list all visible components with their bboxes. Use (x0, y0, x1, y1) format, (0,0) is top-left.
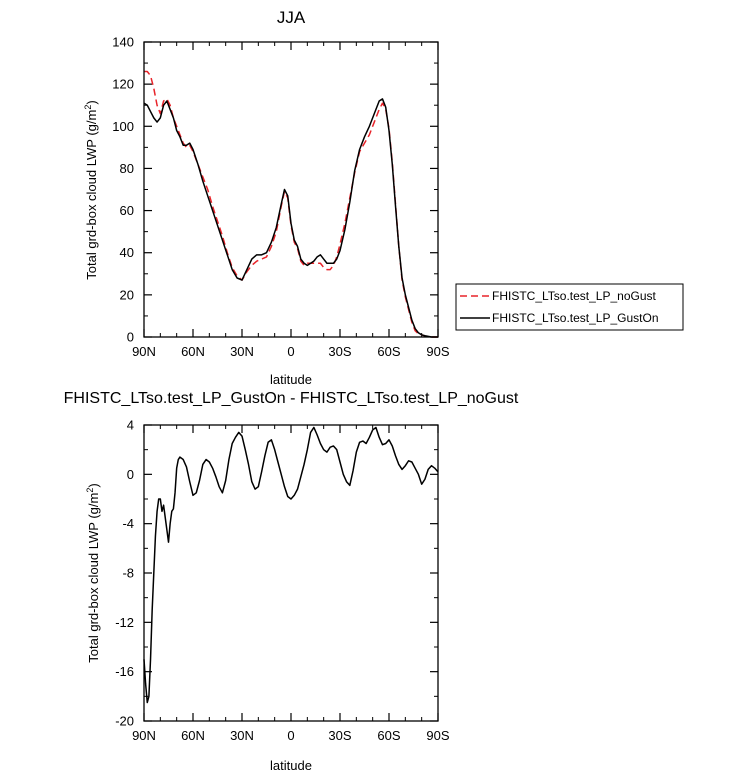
legend-label-nogust: FHISTC_LTso.test_LP_noGust (492, 289, 657, 303)
x-tick-label: 90N (132, 728, 156, 743)
legend-label-guston: FHISTC_LTso.test_LP_GustOn (492, 311, 659, 325)
top-chart-lwp-jja: JJA latitude Total grd-box cloud LWP (g/… (83, 8, 450, 387)
axis-ticks: 90N 60N 30N 0 30S 60S 90S 0 20 40 60 80 100 120 140 (112, 35, 450, 360)
y-axis-label: Total grd-box cloud LWP (g/m2) (83, 100, 99, 279)
y-axis-label: Total grd-box cloud LWP (g/m2) (85, 483, 101, 662)
y-tick-label: 100 (112, 119, 134, 134)
y-tick-label: -16 (115, 664, 134, 679)
bottom-chart-lwp-difference: FHISTC_LTso.test_LP_GustOn - FHISTC_LTso… (64, 390, 519, 773)
y-tick-label: 0 (127, 330, 134, 345)
x-tick-label: 0 (287, 344, 294, 359)
x-axis-label: latitude (270, 372, 312, 387)
series-line-0 (144, 70, 438, 338)
series-line-0 (143, 426, 439, 704)
chart-title: FHISTC_LTso.test_LP_GustOn - FHISTC_LTso… (64, 390, 519, 407)
y-tick-label: 40 (120, 245, 134, 260)
y-tick-label: 60 (120, 203, 134, 218)
series-line-1 (143, 98, 438, 338)
x-tick-label: 60S (377, 344, 400, 359)
series-lines (143, 426, 439, 704)
x-tick-label: 90S (426, 344, 449, 359)
y-tick-label: -12 (115, 615, 134, 630)
y-tick-label: -20 (115, 714, 134, 729)
y-tick-label: 80 (120, 161, 134, 176)
x-tick-label: 30N (230, 344, 254, 359)
x-tick-label: 0 (287, 728, 294, 743)
x-tick-label: 60N (181, 728, 205, 743)
x-tick-label: 30N (230, 728, 254, 743)
plot-frame (143, 41, 439, 338)
legend: FHISTC_LTso.test_LP_noGust FHISTC_LTso.t… (455, 283, 684, 331)
x-tick-label: 90S (426, 728, 449, 743)
series-lines (143, 70, 438, 338)
x-tick-label: 90N (132, 344, 156, 359)
y-tick-label: -4 (122, 516, 134, 531)
y-tick-label: 0 (127, 467, 134, 482)
x-axis-label: latitude (270, 758, 312, 773)
x-tick-label: 30S (328, 344, 351, 359)
x-tick-label: 60N (181, 344, 205, 359)
y-tick-label: 120 (112, 77, 134, 92)
y-tick-label: 20 (120, 287, 134, 302)
y-tick-label: 140 (112, 35, 134, 50)
x-tick-label: 30S (328, 728, 351, 743)
plot-frame (143, 424, 439, 722)
legend-box (455, 283, 684, 331)
y-tick-label: -8 (122, 566, 134, 581)
x-tick-label: 60S (377, 728, 400, 743)
chart-title: JJA (277, 8, 306, 27)
y-tick-label: 4 (127, 418, 134, 433)
